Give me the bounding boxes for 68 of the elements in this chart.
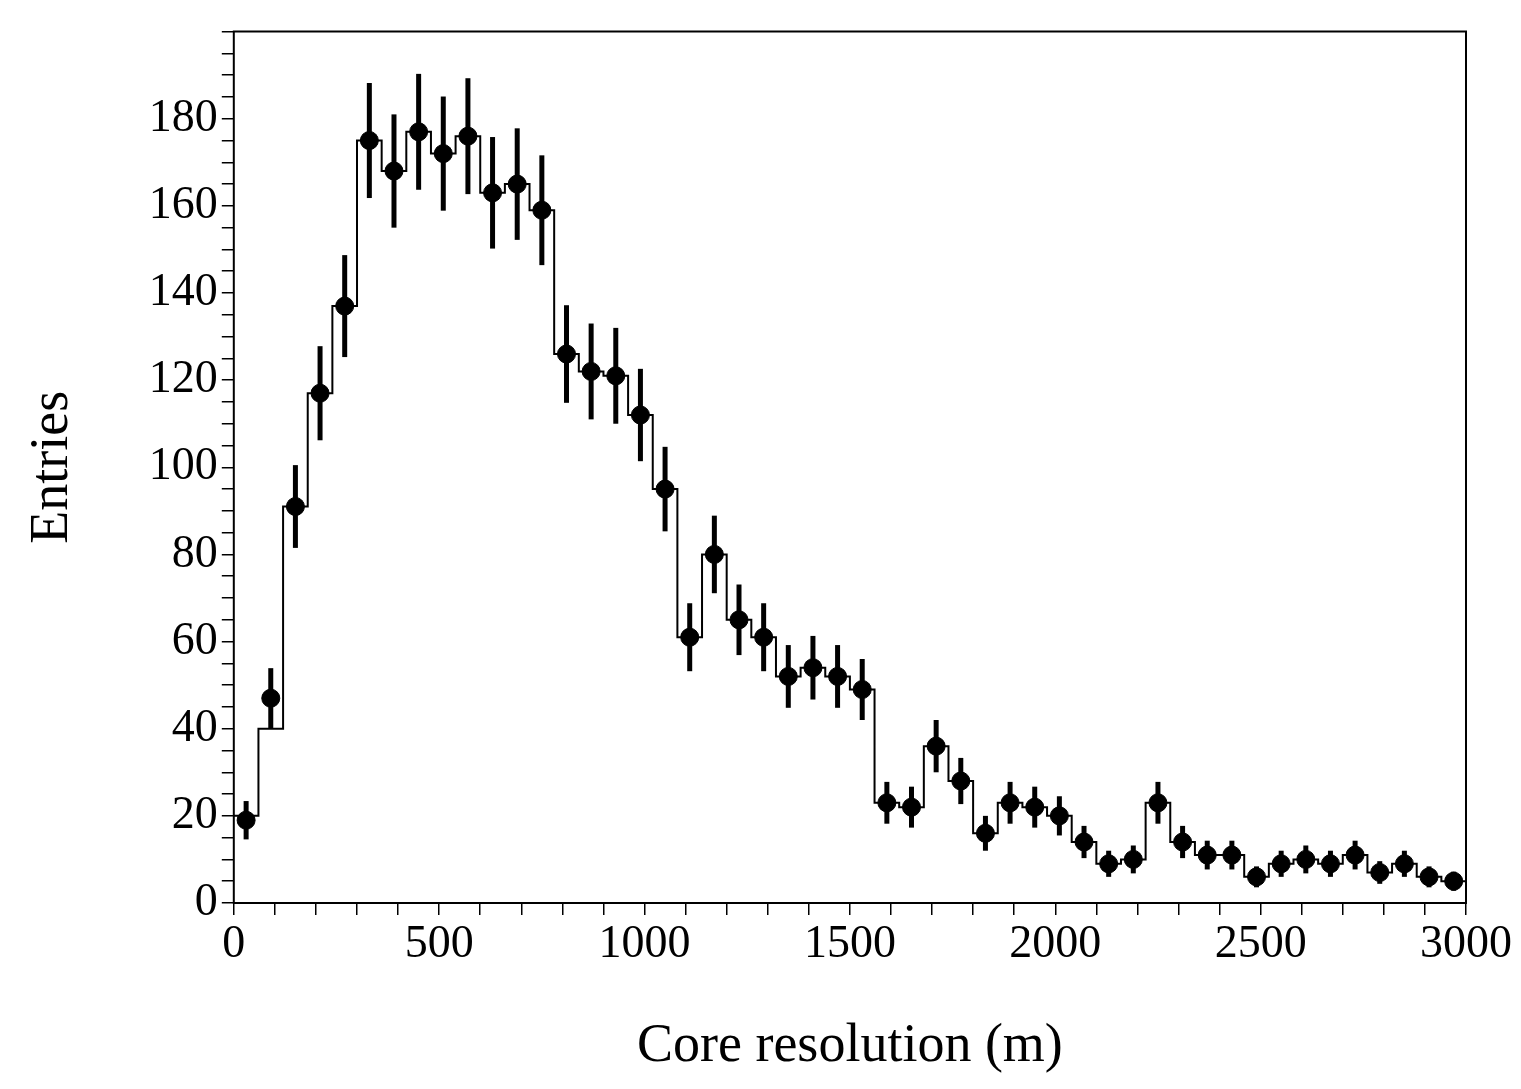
point: [1148, 793, 1168, 813]
x-tick-label: 500: [404, 915, 474, 967]
point: [1000, 793, 1020, 813]
y-tick-label: 180: [148, 89, 218, 141]
point: [828, 666, 848, 686]
point: [852, 680, 872, 700]
point: [433, 144, 453, 164]
point: [1345, 845, 1365, 865]
point: [384, 161, 404, 181]
point: [458, 126, 478, 146]
x-tick-label: 3000: [1420, 915, 1512, 967]
x-tick-label: 1500: [803, 915, 896, 967]
point: [1025, 797, 1045, 817]
point: [1370, 863, 1390, 882]
point: [630, 405, 650, 425]
point: [1271, 854, 1291, 874]
point: [926, 736, 946, 756]
point: [335, 296, 355, 316]
y-tick-label: 0: [194, 874, 218, 926]
point: [1222, 845, 1242, 865]
point: [581, 361, 601, 381]
point: [285, 497, 305, 517]
point: [532, 200, 552, 220]
point: [556, 344, 576, 364]
point: [409, 122, 429, 142]
point: [1394, 854, 1414, 874]
point: [310, 383, 330, 403]
point: [606, 366, 626, 386]
point: [951, 771, 971, 791]
point: [655, 479, 675, 499]
point: [261, 688, 281, 708]
point: [1197, 845, 1217, 865]
point: [754, 627, 774, 647]
y-tick-label: 60: [171, 612, 218, 664]
point: [1123, 849, 1143, 869]
y-tick-label: 120: [148, 351, 218, 403]
point: [359, 131, 379, 151]
x-tick-label: 1000: [598, 915, 691, 967]
y-tick-label: 100: [148, 438, 218, 490]
point: [1074, 832, 1094, 852]
x-tick-label: 2500: [1214, 915, 1307, 967]
point: [1173, 832, 1193, 852]
y-axis-title: Entries: [18, 390, 79, 544]
point: [975, 823, 995, 843]
y-tick-label: 160: [148, 176, 218, 228]
point: [507, 174, 527, 194]
point: [902, 797, 922, 817]
point: [803, 658, 823, 678]
y-tick-label: 40: [171, 699, 218, 751]
point: [1296, 849, 1316, 869]
y-tick-label: 80: [171, 525, 218, 577]
x-tick-label: 2000: [1009, 915, 1102, 967]
point: [1099, 854, 1119, 874]
point: [1049, 806, 1069, 826]
point: [1444, 871, 1464, 891]
point: [236, 810, 256, 830]
point: [877, 793, 897, 813]
point: [778, 666, 798, 686]
point: [483, 183, 503, 203]
point: [1320, 854, 1340, 874]
point: [704, 544, 724, 564]
y-tick-label: 20: [171, 786, 218, 838]
x-axis-title: Core resolution (m): [636, 1012, 1063, 1073]
point: [680, 627, 700, 647]
point: [1247, 867, 1267, 887]
point: [729, 610, 749, 630]
point: [1419, 867, 1439, 887]
y-tick-label: 140: [148, 264, 218, 316]
